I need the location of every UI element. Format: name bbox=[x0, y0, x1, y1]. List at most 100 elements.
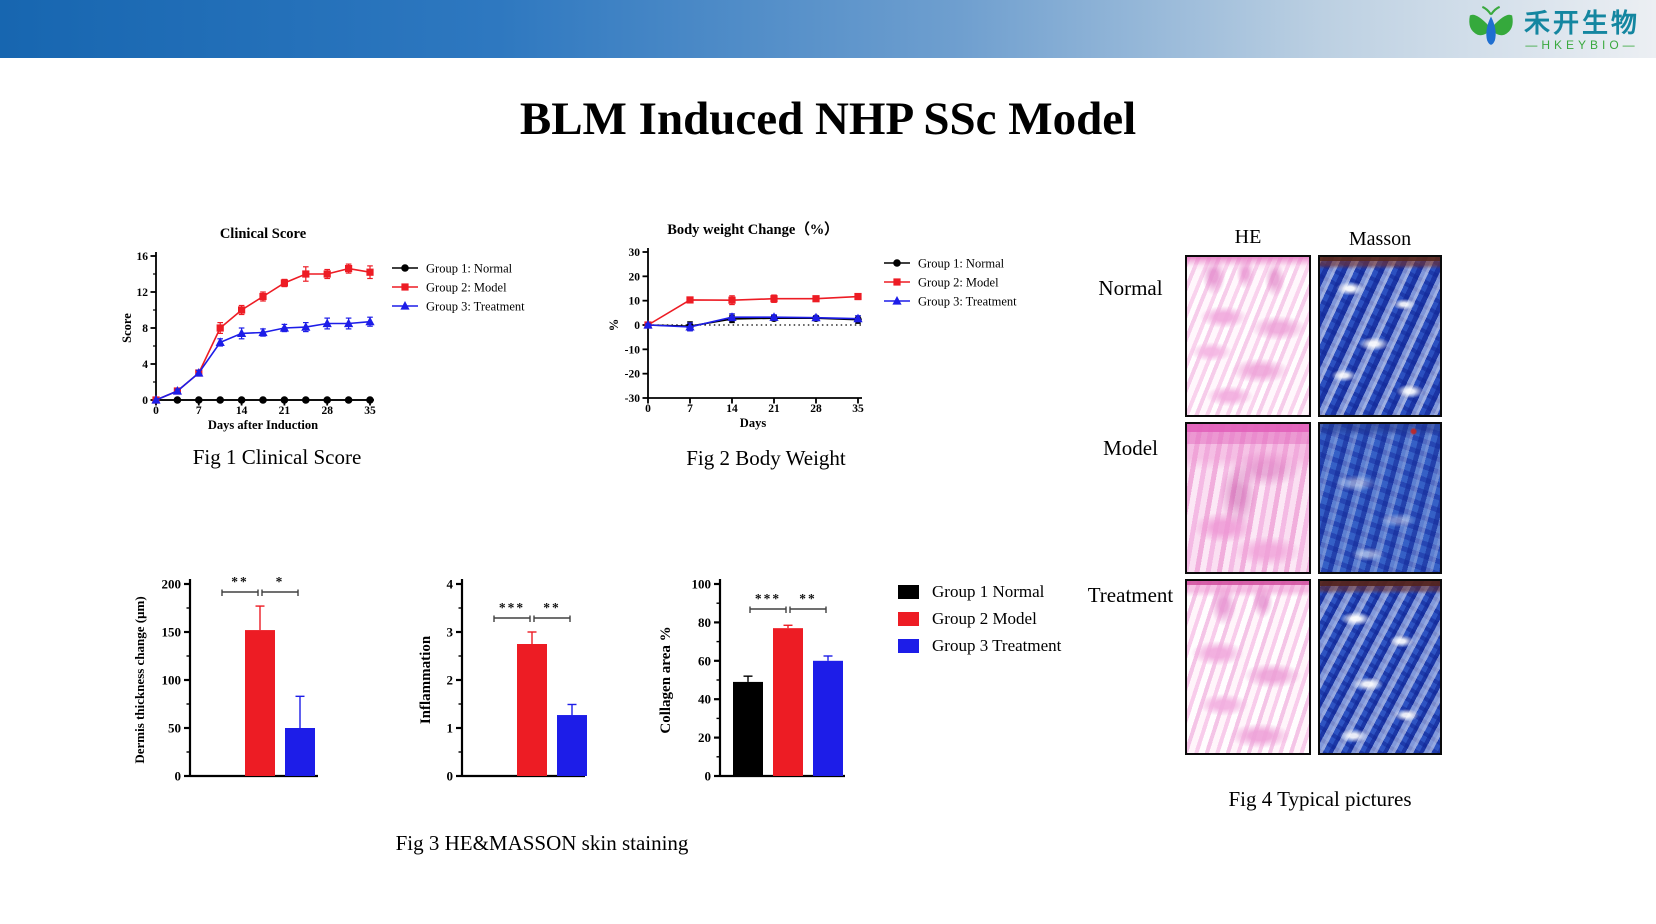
significance-stars: ** bbox=[799, 591, 817, 606]
triangle-marker bbox=[344, 318, 354, 328]
y-tick-label: 0 bbox=[705, 769, 712, 784]
y-tick-label: 100 bbox=[692, 577, 712, 592]
x-tick-label: 35 bbox=[364, 405, 376, 417]
triangle-marker bbox=[322, 318, 332, 328]
triangle-marker bbox=[643, 320, 653, 329]
square-marker bbox=[302, 270, 310, 278]
legend-entry-Group 1: Normal: Group 1: Normal bbox=[884, 257, 1005, 271]
y-tick-label: 0 bbox=[634, 320, 640, 332]
logo-text: 禾开生物 —HKEYBIO— bbox=[1524, 10, 1640, 51]
x-tick-label: 7 bbox=[196, 405, 202, 417]
legend-row-model: Group 2 Model bbox=[898, 605, 1061, 632]
x-tick-label: 28 bbox=[321, 405, 333, 417]
y-tick-label: -20 bbox=[625, 369, 641, 381]
bar-Group 2 Model bbox=[245, 605, 275, 776]
triangle-marker bbox=[194, 368, 204, 377]
normal-swatch bbox=[898, 584, 919, 599]
y-tick-label: 80 bbox=[698, 615, 711, 630]
legend-row-normal: Group 1 Normal bbox=[898, 578, 1061, 605]
y-tick-label: 1 bbox=[447, 721, 454, 736]
square-marker bbox=[259, 292, 267, 301]
significance-stars: ** bbox=[231, 574, 249, 589]
y-tick-label: 200 bbox=[162, 577, 182, 592]
circle-marker bbox=[280, 396, 289, 404]
square-marker bbox=[686, 296, 694, 304]
y-tick-label: -30 bbox=[625, 393, 641, 405]
y-axis-label: % bbox=[607, 319, 621, 332]
x-tick-label: 21 bbox=[768, 403, 780, 415]
circle-marker bbox=[344, 396, 353, 404]
y-tick-label: 20 bbox=[629, 271, 641, 283]
square-marker bbox=[345, 265, 353, 273]
square-marker bbox=[812, 295, 820, 303]
circle-marker bbox=[401, 264, 409, 272]
circle-marker bbox=[893, 259, 901, 267]
y-axis-label: Inflammation bbox=[418, 635, 434, 724]
legend-text: Group 2: Model bbox=[918, 276, 999, 290]
bar-Group 2 Model bbox=[517, 631, 547, 776]
triangle-marker bbox=[365, 316, 375, 326]
circle-marker bbox=[237, 396, 246, 404]
fig4-caption: Fig 4 Typical pictures bbox=[1228, 787, 1412, 811]
triangle-marker bbox=[258, 327, 268, 337]
y-tick-label: 4 bbox=[142, 359, 148, 371]
series-Group 2: Model bbox=[644, 292, 862, 329]
circle-marker bbox=[323, 396, 331, 404]
square-marker bbox=[280, 279, 288, 287]
square-marker bbox=[770, 295, 778, 303]
legend-text: Group 3: Treatment bbox=[918, 295, 1017, 309]
chart-title: Body weight Change（%） bbox=[667, 220, 839, 238]
fig4-column-header-he: HE bbox=[1234, 226, 1262, 248]
y-tick-label: 60 bbox=[698, 653, 711, 668]
significance-stars: * bbox=[276, 574, 285, 589]
significance-bracket bbox=[749, 606, 787, 613]
significance-bracket bbox=[261, 589, 299, 596]
y-axis-label: Score bbox=[120, 313, 134, 343]
bar-Group 1 Normal bbox=[733, 675, 763, 776]
triangle-marker bbox=[151, 395, 161, 404]
y-tick-label: 10 bbox=[629, 296, 641, 308]
triangle-marker bbox=[400, 301, 410, 310]
x-tick-label: 0 bbox=[645, 403, 651, 415]
series-Group 1: Normal bbox=[152, 396, 374, 404]
series-Group 3: Treatment bbox=[151, 316, 375, 404]
y-axis-label: Collagen area % bbox=[658, 626, 674, 733]
legend-label-treatment: Group 3 Treatment bbox=[932, 635, 1062, 655]
page-title: BLM Induced NHP SSc Model bbox=[519, 93, 1137, 145]
y-tick-label: 0 bbox=[447, 769, 454, 784]
circle-marker bbox=[366, 396, 374, 404]
fig3-caption: Fig 3 HE&MASSON skin staining bbox=[395, 831, 689, 855]
y-tick-label: 2 bbox=[447, 673, 454, 688]
y-tick-label: 16 bbox=[137, 251, 149, 263]
significance-bracket bbox=[789, 606, 827, 613]
brand-name-cn: 禾开生物 bbox=[1523, 8, 1640, 38]
model-swatch bbox=[898, 611, 919, 626]
y-tick-label: 40 bbox=[698, 692, 711, 707]
y-axis-label: Dermis thickness change (μm) bbox=[132, 596, 147, 763]
masson-normal-image bbox=[1318, 255, 1442, 417]
triangle-marker bbox=[301, 322, 311, 331]
square-marker bbox=[893, 278, 901, 286]
fig4-column-header-masson: Masson bbox=[1348, 228, 1412, 250]
legend-entry-Group 3: Treatment: Group 3: Treatment bbox=[884, 295, 1017, 309]
x-axis-label: Days bbox=[740, 416, 767, 430]
dermis-thickness-chart: 0 50 100 150 200 Dermis thickness change (μm)… bbox=[132, 574, 318, 784]
bar-Group 3 Treatment bbox=[557, 703, 587, 776]
butterfly-logo-icon bbox=[1466, 4, 1516, 57]
x-axis-label: Days after Induction bbox=[208, 418, 318, 432]
legend-row-treatment: Group 3 Treatment bbox=[898, 632, 1061, 659]
circle-marker bbox=[216, 396, 224, 404]
significance-bracket bbox=[493, 615, 531, 622]
triangle-marker bbox=[727, 312, 737, 321]
legend-entry-Group 2: Model: Group 2: Model bbox=[392, 281, 507, 295]
x-tick-label: 14 bbox=[726, 403, 738, 415]
bar-Group 3 Treatment bbox=[285, 695, 315, 776]
triangle-marker bbox=[279, 323, 289, 332]
x-tick-label: 0 bbox=[153, 405, 159, 417]
y-tick-label: 3 bbox=[447, 625, 454, 640]
legend-text: Group 3: Treatment bbox=[426, 300, 525, 314]
square-marker bbox=[366, 268, 374, 276]
series-Group 3: Treatment bbox=[643, 312, 863, 332]
masson-treatment-image bbox=[1318, 579, 1442, 755]
